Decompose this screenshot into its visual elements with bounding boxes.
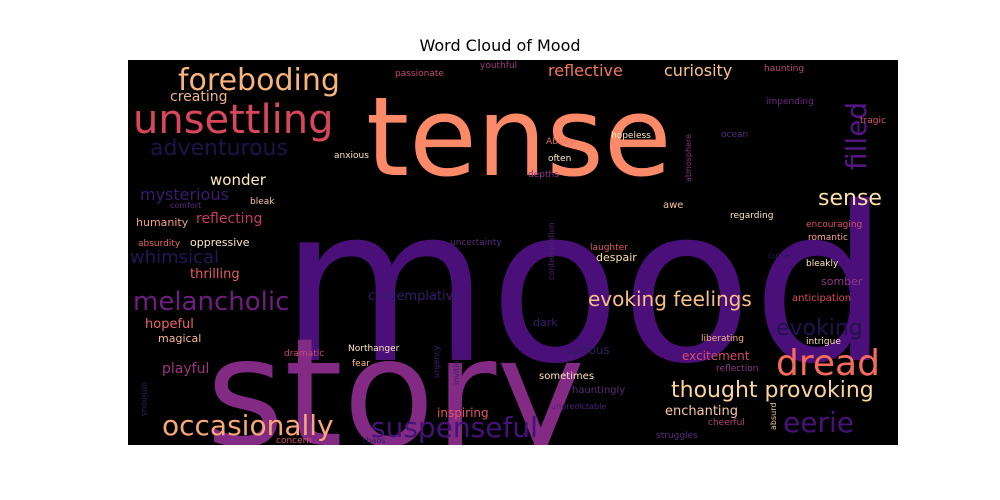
- word-tense: tense: [366, 73, 672, 201]
- word-curse: curse: [768, 251, 790, 260]
- word-thought-provoking: thought provoking: [671, 378, 874, 403]
- word-intrigue: intrigue: [806, 337, 841, 347]
- word-whimsical: whimsical: [130, 247, 219, 268]
- word-bleak: bleak: [250, 197, 275, 207]
- word-dread: dread: [776, 343, 880, 384]
- word-mood: mood: [280, 160, 889, 411]
- word-uncertainty: uncertainty: [450, 238, 502, 248]
- word-youthful: youthful: [480, 61, 517, 71]
- word-wonder: wonder: [210, 171, 267, 189]
- word-reflecting: reflecting: [196, 211, 262, 227]
- word-laughter: laughter: [590, 243, 628, 253]
- word-humanity: humanity: [136, 216, 189, 229]
- word-fear: fear: [352, 359, 370, 369]
- word-sense: sense: [818, 186, 882, 211]
- word-reflection: reflection: [716, 364, 758, 374]
- word-depths: depths: [528, 170, 559, 180]
- word-passionate: passionate: [395, 69, 444, 79]
- word-northanger: Northanger: [348, 344, 400, 354]
- word-magical: magical: [158, 332, 201, 345]
- word-atmosphere: atmosphere: [684, 134, 693, 182]
- word-curiosity: curiosity: [664, 61, 732, 80]
- word-encouraging: encouraging: [806, 220, 862, 230]
- word-evoking-feelings: evoking feelings: [588, 287, 752, 311]
- word-urgency: urgency: [432, 345, 441, 378]
- word-playful: playful: [162, 361, 209, 377]
- word-hauntingly: hauntingly: [572, 385, 625, 396]
- word-dramatic: dramatic: [284, 349, 324, 359]
- word-melancholic: melancholic: [133, 287, 289, 317]
- word-hopeful: hopeful: [145, 317, 194, 332]
- word-filled: filled: [840, 102, 873, 170]
- word-hopeless: hopeless: [611, 131, 651, 141]
- word-ocean: ocean: [721, 130, 748, 140]
- word-unpredictable: unpredictable: [551, 402, 606, 411]
- word-impending: impending: [766, 97, 814, 107]
- word-struggles: struggles: [656, 431, 698, 441]
- word-thrilling: thrilling: [190, 267, 240, 282]
- word-somber: somber: [821, 275, 863, 288]
- word-contemplation: contemplation: [547, 222, 556, 280]
- word-absurd: absurd: [769, 403, 778, 430]
- word-cheerful: cheerful: [708, 418, 745, 428]
- word-curious: curious: [566, 343, 610, 357]
- word-enchanting: enchanting: [665, 404, 738, 419]
- word-suspenseful: suspenseful: [371, 411, 538, 444]
- word-awe: awe: [663, 200, 683, 211]
- word-concern: concern: [276, 436, 312, 445]
- word-adventurous: adventurous: [150, 136, 288, 161]
- word-inviting: inviting: [452, 355, 461, 385]
- cloud-background: [128, 60, 898, 445]
- word-excitement: excitement: [682, 349, 750, 363]
- word-romantic: romantic: [808, 233, 848, 243]
- word-unsettling: unsettling: [133, 97, 334, 143]
- word-inspiring: inspiring: [437, 406, 489, 420]
- word-tragic: tragic: [860, 116, 886, 126]
- word-abbey: Abbey: [546, 137, 575, 147]
- word-ominous: ominous: [140, 382, 149, 416]
- word-anticipation: anticipation: [792, 293, 851, 304]
- word-bleakly: bleakly: [806, 259, 839, 269]
- word-absurdity: absurdity: [138, 239, 181, 249]
- word-haunting: haunting: [764, 64, 804, 74]
- word-evoking: evoking: [776, 316, 863, 341]
- word-often: often: [548, 154, 571, 164]
- word-anxious: anxious: [334, 151, 369, 161]
- word-story: story: [206, 307, 585, 445]
- word-creating: creating: [170, 89, 227, 105]
- word-foreboding: foreboding: [178, 63, 340, 98]
- word-mysterious: mysterious: [140, 185, 229, 204]
- word-contemplative: contemplative: [368, 289, 461, 304]
- word-liberating: liberating: [701, 334, 744, 344]
- word-eerie: eerie: [783, 406, 854, 439]
- word-dark: dark: [533, 316, 558, 329]
- word-chaos: chaos: [362, 436, 385, 445]
- word-sometimes: sometimes: [539, 371, 594, 382]
- word-regarding: regarding: [730, 211, 773, 221]
- chart-title: Word Cloud of Mood: [419, 36, 581, 55]
- word-comfort: comfort: [170, 201, 201, 210]
- word-despair: despair: [596, 251, 637, 264]
- word-oppressive: oppressive: [190, 236, 250, 249]
- word-reflective: reflective: [548, 61, 623, 80]
- word-occasionally: occasionally: [162, 409, 334, 442]
